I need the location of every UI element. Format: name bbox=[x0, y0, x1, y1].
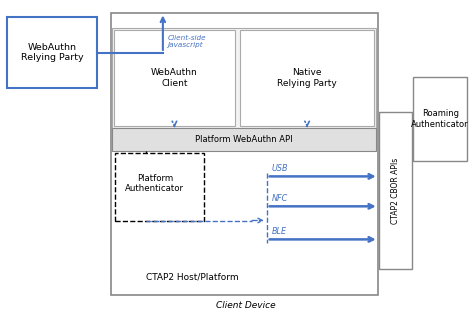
Text: Platform
Authenticator: Platform Authenticator bbox=[125, 174, 184, 193]
Bar bbox=[413, 77, 467, 161]
Text: CTAP2 Host/Platform: CTAP2 Host/Platform bbox=[146, 273, 239, 282]
Text: CTAP2 CBOR APIs: CTAP2 CBOR APIs bbox=[391, 158, 400, 224]
Bar bbox=[112, 28, 376, 128]
Text: WebAuthn
Client: WebAuthn Client bbox=[151, 68, 198, 88]
Text: Native
Relying Party: Native Relying Party bbox=[277, 68, 337, 88]
Bar bbox=[114, 30, 235, 126]
Bar bbox=[7, 17, 97, 88]
Text: USB: USB bbox=[271, 163, 288, 173]
Bar bbox=[378, 112, 412, 269]
Bar bbox=[115, 153, 204, 220]
Bar bbox=[240, 30, 374, 126]
Bar bbox=[112, 128, 376, 151]
Text: BLE: BLE bbox=[271, 226, 287, 236]
Text: NFC: NFC bbox=[271, 193, 288, 203]
Text: WebAuthn
Relying Party: WebAuthn Relying Party bbox=[20, 43, 83, 62]
Text: Client Device: Client Device bbox=[216, 301, 275, 310]
Text: Platform WebAuthn API: Platform WebAuthn API bbox=[195, 135, 293, 144]
Text: Roaming
Authenticator: Roaming Authenticator bbox=[411, 109, 469, 129]
Text: Client-side
Javascript: Client-side Javascript bbox=[168, 35, 206, 48]
Bar bbox=[111, 13, 377, 295]
